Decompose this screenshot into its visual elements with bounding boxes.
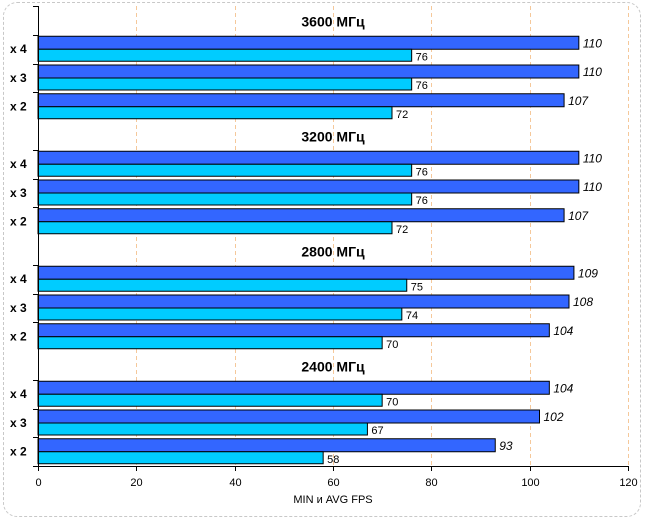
x-axis-title: MIN и AVG FPS — [293, 494, 372, 506]
category-label: x 2 — [10, 100, 27, 114]
category-label: x 4 — [10, 272, 27, 286]
group-title: 3200 МГц — [301, 129, 365, 145]
data-label-max: 104 — [553, 381, 573, 395]
group-title: 3600 МГц — [301, 14, 365, 30]
category-label: x 4 — [10, 157, 27, 171]
bar-avg — [37, 77, 413, 91]
data-label-avg: 76 — [416, 51, 428, 63]
group-title: 2400 МГц — [301, 359, 365, 375]
category-label: x 4 — [10, 42, 27, 56]
data-label-max: 107 — [568, 94, 589, 108]
bar-max — [37, 64, 580, 79]
bars — [37, 35, 580, 465]
x-tick-label: 100 — [521, 477, 539, 489]
data-label-avg: 76 — [416, 195, 428, 207]
data-label-avg: 74 — [406, 310, 418, 322]
bar-max — [37, 35, 580, 50]
data-label-max: 110 — [583, 180, 602, 194]
bar-max — [37, 294, 570, 309]
data-label-max: 102 — [544, 410, 564, 424]
chart-frame — [3, 2, 641, 517]
bar-avg — [37, 451, 324, 465]
data-label-max: 93 — [499, 439, 513, 453]
bar-max — [37, 323, 550, 338]
data-label-avg: 75 — [411, 281, 423, 293]
data-label-avg: 72 — [396, 109, 408, 121]
data-label-avg: 58 — [327, 454, 339, 466]
data-label-avg: 76 — [416, 80, 428, 92]
x-tick-label: 80 — [425, 477, 437, 489]
bar-max — [37, 93, 565, 108]
bar-avg — [37, 278, 408, 292]
bar-max — [37, 265, 575, 280]
x-tick-label: 40 — [229, 477, 241, 489]
bar-max — [37, 380, 550, 395]
category-label: x 2 — [10, 215, 27, 229]
bar-avg — [37, 221, 393, 235]
category-label: x 3 — [10, 186, 27, 200]
bar-max — [37, 208, 565, 223]
bar-max — [37, 179, 580, 194]
category-label: x 3 — [10, 71, 27, 85]
category-label: x 3 — [10, 416, 27, 430]
bar-avg — [37, 393, 383, 407]
bar-avg — [37, 422, 368, 436]
data-label-max: 104 — [553, 324, 573, 338]
x-tick-label: 60 — [327, 477, 339, 489]
x-tick-label: 120 — [619, 477, 637, 489]
bar-max — [37, 438, 496, 453]
bar-avg — [37, 163, 413, 177]
category-label: x 2 — [10, 445, 27, 459]
x-tick-label: 20 — [130, 477, 142, 489]
bar-avg — [37, 192, 413, 206]
data-label-max: 110 — [583, 65, 602, 79]
category-label: x 3 — [10, 301, 27, 315]
group-title: 2800 МГц — [301, 244, 365, 260]
bar-avg — [37, 48, 413, 62]
labels: 3600 МГц 110 76 x 4 110 76 x 3 107 72 x 2 3200 МГц… — [10, 14, 638, 489]
bar-avg — [37, 336, 383, 350]
data-label-avg: 70 — [386, 396, 398, 408]
bar-avg — [37, 106, 393, 120]
data-label-max: 110 — [583, 36, 602, 50]
data-label-max: 107 — [568, 209, 589, 223]
axes — [33, 6, 629, 471]
bar-max — [37, 409, 540, 424]
data-label-max: 108 — [573, 295, 593, 309]
data-label-avg: 67 — [371, 425, 383, 437]
data-label-avg: 72 — [396, 224, 408, 236]
data-label-max: 110 — [583, 151, 602, 165]
category-label: x 2 — [10, 330, 27, 344]
category-label: x 4 — [10, 387, 27, 401]
x-tick-label: 0 — [35, 477, 41, 489]
data-label-avg: 70 — [386, 339, 398, 351]
bar-avg — [37, 307, 403, 321]
bar-max — [37, 150, 580, 165]
data-label-avg: 76 — [416, 166, 428, 178]
data-label-max: 109 — [578, 266, 598, 280]
